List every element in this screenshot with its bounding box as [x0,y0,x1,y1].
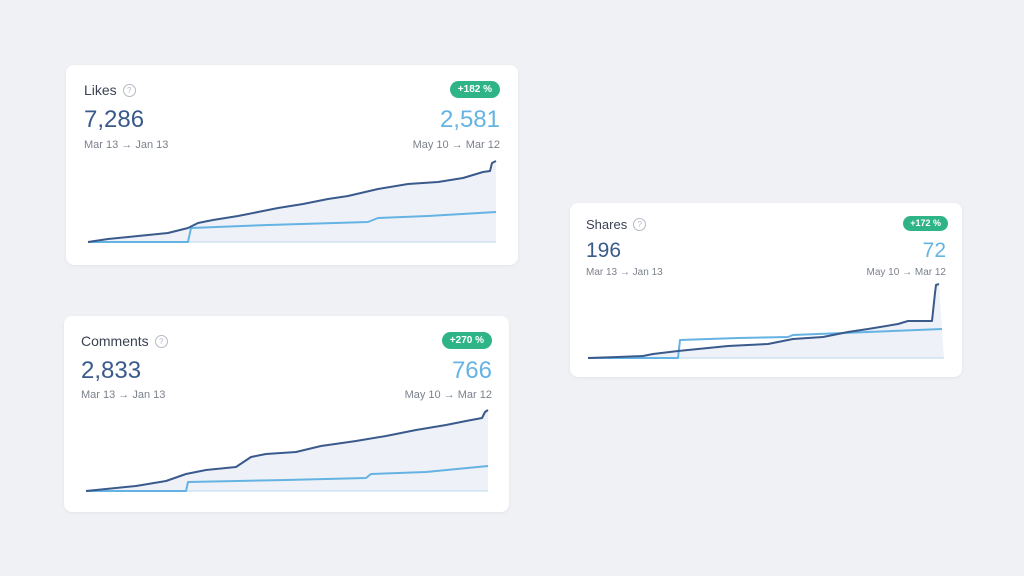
current-period-line [85,409,489,492]
area-fill [86,410,488,491]
card-title: Likes ? [84,82,136,98]
current-date-range: Mar 13 → Jan 13 [81,389,166,401]
help-icon[interactable]: ? [122,83,136,97]
current-value: 196 [586,239,622,262]
shares-card: Shares ? +172 % 196 72 Mar 13 → Jan 13 M… [570,203,962,377]
previous-period-line [588,328,943,359]
current-date-range: Mar 13 → Jan 13 [84,139,169,151]
current-period-line [587,283,940,359]
growth-badge: +270 % [441,332,492,349]
help-icon[interactable]: ? [154,334,168,348]
current-value: 2,833 [81,357,142,384]
comments-cumulative-chart [85,409,489,492]
likes-cumulative-chart [87,160,497,243]
area-fill [88,161,496,242]
current-period-line [87,160,497,243]
area-fill [588,284,944,358]
help-icon[interactable]: ? [633,218,647,231]
previous-date-range: May 10 → Mar 12 [412,139,500,151]
card-title-label: Shares [586,217,628,232]
card-title-label: Comments [81,333,149,349]
previous-period-line [86,465,489,492]
card-title: Shares ? [586,217,647,232]
previous-value: 2,581 [439,106,500,133]
comments-card: Comments ? +270 % 2,833 766 Mar 13 → Jan… [64,316,509,512]
previous-period-line [88,211,497,243]
previous-date-range: May 10 → Mar 12 [404,389,492,401]
previous-value: 766 [451,357,492,384]
current-date-range: Mar 13 → Jan 13 [586,267,663,278]
previous-value: 72 [922,239,946,262]
growth-badge: +182 % [449,81,500,98]
card-title-label: Likes [84,82,117,98]
likes-card: Likes ? +182 % 7,286 2,581 Mar 13 → Jan … [66,65,518,265]
shares-cumulative-chart [587,283,944,359]
card-title: Comments ? [81,333,168,349]
previous-date-range: May 10 → Mar 12 [866,267,946,278]
current-value: 7,286 [84,106,145,133]
growth-badge: +172 % [903,216,948,231]
